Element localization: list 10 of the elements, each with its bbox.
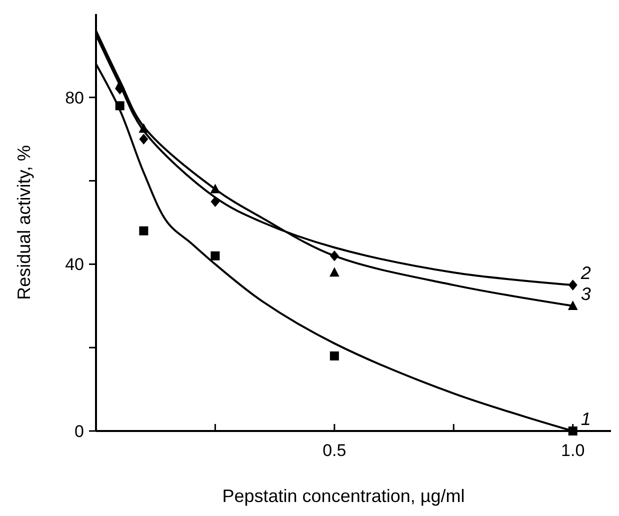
series-label: 2 — [580, 263, 591, 284]
series-label: 3 — [580, 284, 591, 304]
y-tick-label: 40 — [65, 255, 84, 274]
x-tick-label: 1.0 — [561, 441, 585, 460]
series-label: 1 — [580, 409, 591, 429]
y-axis-title: Residual activity, % — [14, 145, 34, 300]
y-tick-label: 0 — [74, 422, 84, 441]
x-tick-label: 0.5 — [322, 441, 346, 460]
y-tick-label: 80 — [65, 88, 84, 108]
x-axis-title: Pepstatin concentration, µg/ml — [222, 486, 465, 506]
